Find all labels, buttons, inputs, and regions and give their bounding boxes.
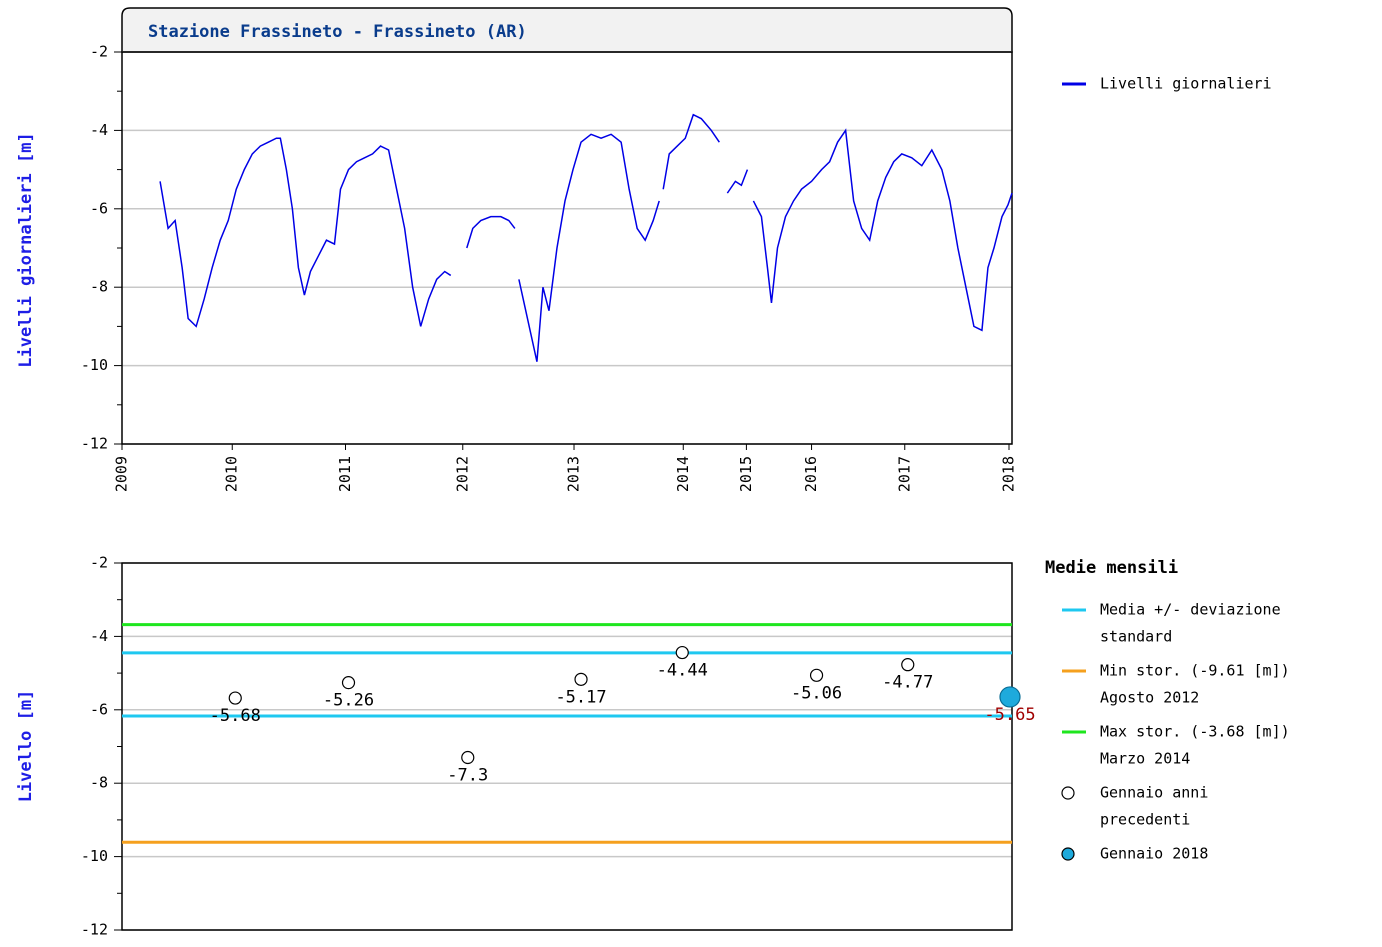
x-tick-label: 2010 xyxy=(223,456,241,492)
y-tick-label: -12 xyxy=(81,435,108,453)
data-label: -5.68 xyxy=(210,706,261,726)
x-tick-label: 2014 xyxy=(674,456,692,492)
x-tick-label: 2015 xyxy=(737,456,755,492)
data-label: -5.17 xyxy=(555,687,606,707)
data-label: -5.65 xyxy=(984,705,1035,725)
data-point xyxy=(574,672,588,686)
legend-label: Media +/- deviazione xyxy=(1100,601,1281,619)
y-tick-label: -2 xyxy=(90,43,108,61)
plot-frame xyxy=(121,562,1013,931)
data-point xyxy=(809,668,824,682)
y-tick-label: -12 xyxy=(81,921,108,939)
y-tick-label: -4 xyxy=(90,121,108,139)
x-tick-label: 2012 xyxy=(453,456,471,492)
legend-title: Medie mensili xyxy=(1045,558,1178,578)
title-box xyxy=(121,7,1013,53)
data-point xyxy=(901,658,915,672)
legend-label: Max stor. (-3.68 [m]) xyxy=(1100,723,1290,741)
y-tick-label: -10 xyxy=(81,356,108,374)
y-axis-label: Livello [m] xyxy=(16,690,36,803)
legend-label: Marzo 2014 xyxy=(1100,750,1190,768)
y-tick-label: -10 xyxy=(81,847,108,865)
data-point xyxy=(999,686,1021,708)
y-tick-label: -2 xyxy=(90,554,108,572)
legend-label: Min stor. (-9.61 [m]) xyxy=(1100,662,1290,680)
data-line xyxy=(159,113,1013,362)
x-tick-label: 2013 xyxy=(565,456,583,492)
data-label: -4.44 xyxy=(657,661,708,681)
x-tick-label: 2011 xyxy=(336,456,354,492)
y-tick-label: -8 xyxy=(90,278,108,296)
legend-marker xyxy=(1061,847,1075,861)
data-label: -7.3 xyxy=(447,766,488,786)
legend-label: Livelli giornalieri xyxy=(1100,75,1272,93)
x-tick-label: 2018 xyxy=(999,456,1017,492)
data-point xyxy=(228,691,242,705)
data-point xyxy=(461,750,475,765)
y-tick-label: -6 xyxy=(90,700,108,718)
legend-label: Gennaio 2018 xyxy=(1100,845,1208,863)
x-tick-label: 2017 xyxy=(895,456,913,492)
y-tick-label: -6 xyxy=(90,199,108,217)
legend-label: Gennaio anni xyxy=(1100,784,1208,802)
x-tick-label: 2009 xyxy=(113,456,131,492)
data-label: -5.26 xyxy=(323,691,374,711)
legend-label: standard xyxy=(1100,628,1172,646)
data-label: -4.77 xyxy=(882,673,933,693)
plot-frame xyxy=(121,51,1013,445)
data-point xyxy=(341,676,356,690)
x-tick-label: 2016 xyxy=(802,456,820,492)
legend-label: precedenti xyxy=(1100,811,1190,829)
y-tick-label: -8 xyxy=(90,774,108,792)
data-label: -5.06 xyxy=(791,683,842,703)
data-point xyxy=(675,645,689,660)
legend-label: Agosto 2012 xyxy=(1100,689,1199,707)
y-axis-label: Livelli giornalieri [m] xyxy=(16,132,36,367)
chart-title: Stazione Frassineto - Frassineto (AR) xyxy=(148,22,527,42)
y-tick-label: -4 xyxy=(90,627,108,645)
legend-marker xyxy=(1061,786,1075,800)
